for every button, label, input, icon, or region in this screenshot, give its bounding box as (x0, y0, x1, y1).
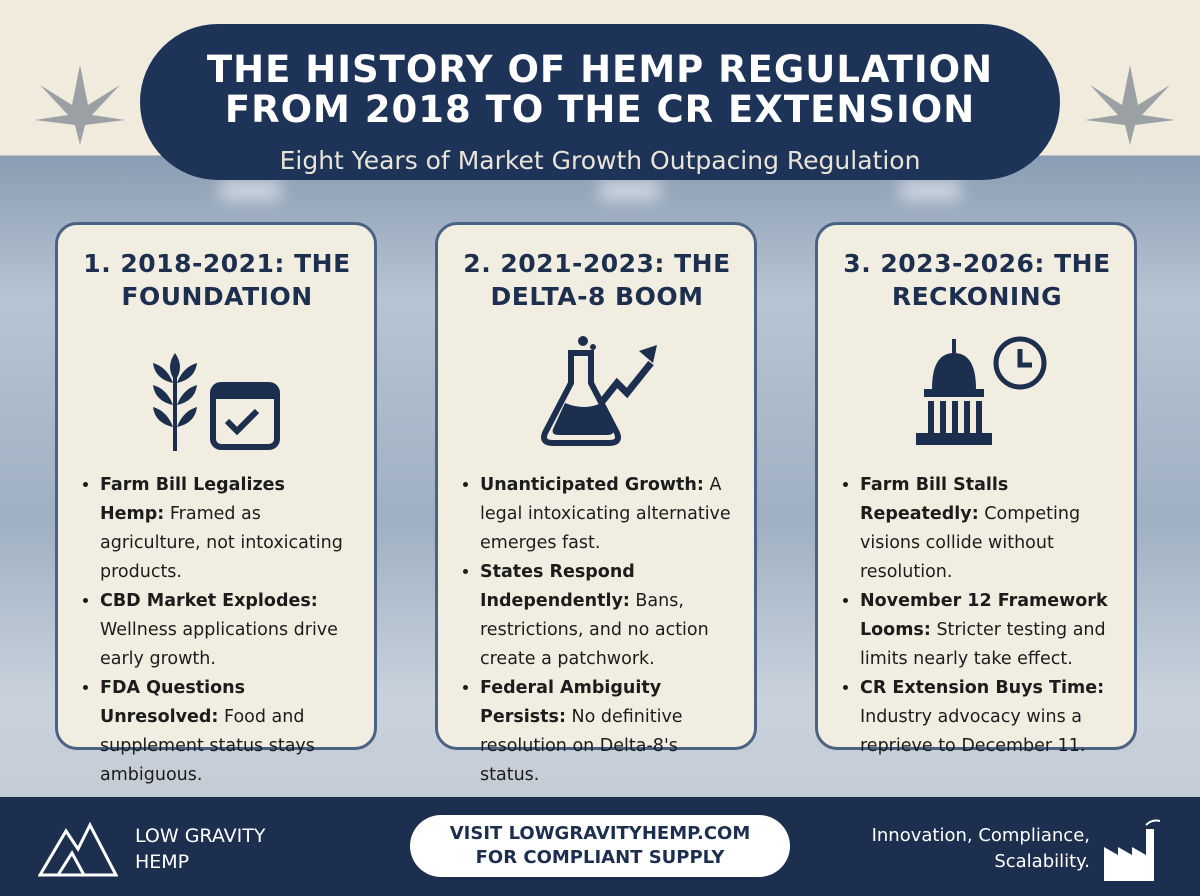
card-title: DELTA-8 BOOM (490, 282, 704, 311)
bullet-term: FDA Questions Unresolved: (100, 678, 245, 727)
card: 3. 2023-2026: THE RECKONING Farm Bill Stal… (815, 222, 1137, 756)
card-title: 2. 2021-2023: THE (463, 249, 731, 278)
subtitle: Eight Years of Market Growth Outpacing R… (279, 146, 921, 175)
leaf-icon (1085, 65, 1175, 145)
footer: LOW GRAVITY HEMP VISIT LOWGRAVITYHEMP.CO… (0, 797, 1200, 896)
bullet-term: CBD Market Explodes: (100, 591, 318, 611)
bullet-term: Farm Bill Stalls Repeatedly: (860, 475, 1009, 524)
bullet-term: November 12 Framework Looms: (860, 591, 1108, 640)
bullet-list: Farm Bill Stalls Repeatedly: Competing v… (840, 471, 1114, 761)
brand: LOW GRAVITY (135, 825, 266, 847)
bullet: CBD Market Explodes: Wellness applicatio… (100, 587, 354, 674)
title: FROM 2018 TO THE CR EXTENSION (224, 88, 976, 131)
card: 1. 2018-2021: THE FOUNDATION Farm Bill Leg… (55, 222, 377, 785)
header: THE HISTORY OF HEMP REGULATION FROM 2018… (140, 24, 1060, 180)
card-title: FOUNDATION (121, 282, 313, 311)
bullet-text: Framed as agriculture, not intoxicating … (100, 504, 343, 582)
bullet-text: A legal intoxicating alternative emerges… (480, 475, 731, 553)
capitol-clock-icon (916, 336, 1047, 445)
bullet-text: Food and supplement status stays ambiguo… (100, 707, 315, 785)
bullet-text: Stricter testing and limits nearly take … (860, 620, 1106, 669)
mountain-logo (38, 821, 118, 877)
tagline: Innovation, Compliance, (871, 825, 1090, 846)
bullet: November 12 Framework Looms: Stricter te… (860, 587, 1114, 674)
light (900, 180, 960, 200)
bullet-list: Farm Bill Legalizes Hemp: Framed as agri… (80, 471, 354, 790)
bullet: Federal Ambiguity Persists: No definitiv… (480, 674, 734, 790)
bullet: FDA Questions Unresolved: Food and suppl… (100, 674, 354, 790)
cta-text: FOR COMPLIANT SUPPLY (475, 847, 725, 868)
bullet-term: States Respond Independently: (480, 562, 635, 611)
leaf-icon (35, 65, 125, 145)
cta-text: VISIT LOWGRAVITYHEMP.COM (449, 823, 751, 844)
bullet: Farm Bill Legalizes Hemp: Framed as agri… (100, 471, 354, 587)
bullet: States Respond Independently: Bans, rest… (480, 558, 734, 674)
bullet: CR Extension Buys Time: Industry advocac… (860, 674, 1114, 761)
card-title: 1. 2018-2021: THE (83, 249, 351, 278)
bullet-list: Unanticipated Growth: A legal intoxicati… (460, 471, 734, 790)
bullet-text: Wellness applications drive early growth… (100, 620, 338, 669)
bullet-text: Industry advocacy wins a reprieve to Dec… (860, 707, 1086, 756)
bullet-term: Unanticipated Growth: (480, 475, 704, 495)
bullet: Farm Bill Stalls Repeatedly: Competing v… (860, 471, 1114, 587)
card-title: RECKONING (891, 282, 1063, 311)
card: 2. 2021-2023: THE DELTA-8 BOOM Unanticipat… (435, 222, 757, 785)
cta-button[interactable]: VISIT LOWGRAVITYHEMP.COM FOR COMPLIANT S… (410, 815, 790, 877)
wheat-calendar-icon (153, 353, 280, 451)
bullet: Unanticipated Growth: A legal intoxicati… (480, 471, 734, 558)
bullet-text: Bans, restrictions, and no action create… (480, 591, 709, 669)
bullet-text: Competing visions collide without resolu… (860, 504, 1081, 582)
flask-icon (541, 336, 657, 446)
bullet-text: No definitive resolution on Delta-8's st… (480, 707, 683, 785)
light (220, 180, 280, 200)
brand: HEMP (135, 851, 190, 873)
bullet-term: CR Extension Buys Time: (860, 678, 1105, 698)
light (600, 180, 660, 200)
bullet-term: Farm Bill Legalizes Hemp: (100, 475, 285, 524)
factory-icon (1104, 819, 1160, 881)
title: THE HISTORY OF HEMP REGULATION (206, 48, 994, 91)
card-title: 3. 2023-2026: THE (843, 249, 1111, 278)
bullet-term: Federal Ambiguity Persists: (480, 678, 662, 727)
tagline: Scalability. (994, 851, 1090, 872)
